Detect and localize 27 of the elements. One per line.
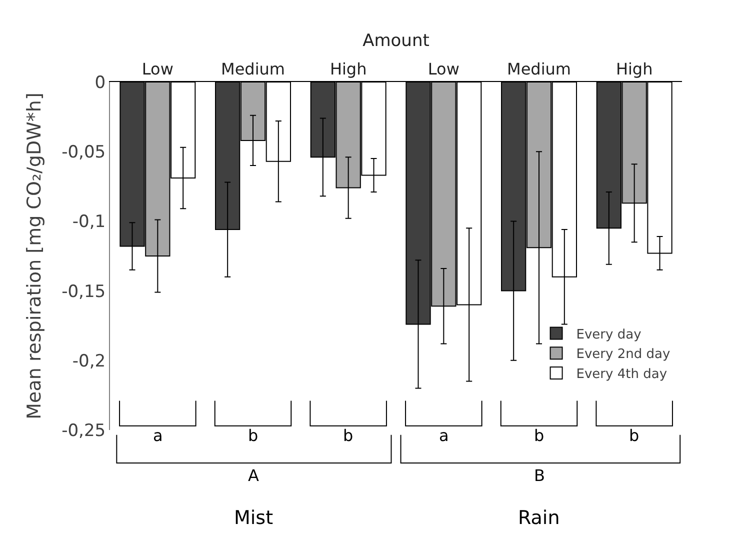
y-tick-label: 0 (94, 72, 106, 93)
annotation: b (343, 426, 354, 445)
y-axis-title: Mean respiration [mg CO₂/gDW*h] (23, 92, 46, 420)
y-tick-label: -0,2 (72, 351, 106, 372)
x-tick-label: Low (428, 60, 460, 79)
annotation: a (439, 426, 449, 445)
legend-label: Every 2nd day (576, 347, 670, 362)
legend-label: Every 4th day (576, 367, 668, 382)
annotation: b (248, 426, 258, 445)
annotation: a (153, 426, 163, 445)
y-tick-label: -0,1 (72, 212, 106, 232)
y-tick-label: -0,15 (62, 282, 106, 302)
x-tick-label: Low (142, 60, 174, 79)
text: B (534, 466, 545, 485)
text: Rain (518, 507, 560, 529)
x-tick-label: Medium (221, 60, 285, 79)
x-tick-label: High (330, 60, 367, 79)
text: Mist (234, 507, 274, 529)
x-axis-title: Amount (362, 31, 430, 52)
annotation: b (629, 426, 640, 445)
text: A (248, 466, 259, 485)
annotation: b (534, 426, 544, 445)
y-tick-label: -0,05 (62, 142, 106, 163)
x-tick-label: High (616, 60, 653, 79)
legend-label: Every day (576, 327, 642, 342)
x-tick-label: Medium (507, 60, 571, 79)
y-tick-label: -0,25 (62, 420, 106, 441)
